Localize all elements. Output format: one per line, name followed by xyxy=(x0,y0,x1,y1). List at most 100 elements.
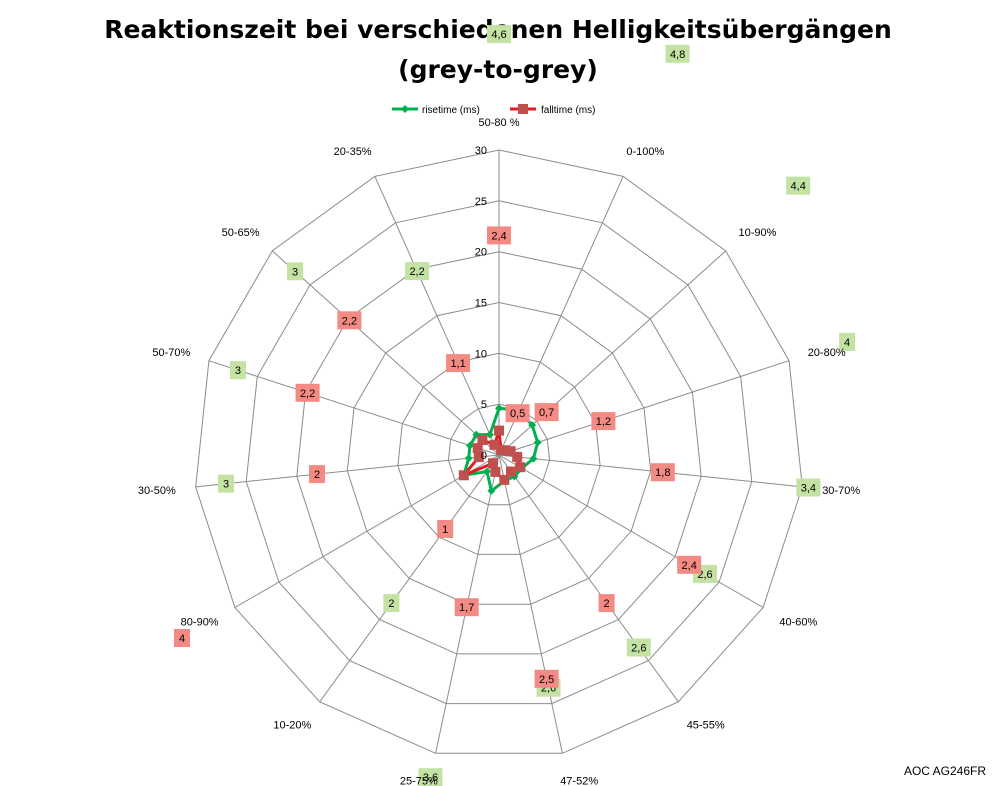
data-label-risetime-1: 4,8 xyxy=(670,49,685,61)
legend-label-falltime: falltime (ms) xyxy=(541,105,595,116)
data-label-bg-risetime-8 xyxy=(418,768,443,786)
marker-risetime-9 xyxy=(483,467,491,476)
category-label-7: 47-52% xyxy=(560,776,598,786)
marker-falltime-14 xyxy=(489,439,500,450)
marker-falltime-8 xyxy=(490,466,501,477)
data-label-risetime-0: 4,6 xyxy=(491,29,506,41)
data-label-bg-risetime-9 xyxy=(383,594,400,613)
data-label-bg-falltime-11 xyxy=(309,465,325,484)
data-label-bg-risetime-3 xyxy=(839,332,856,351)
grid-spoke-11 xyxy=(195,454,500,488)
marker-falltime-5 xyxy=(515,462,526,473)
data-label-falltime-12: 2,2 xyxy=(300,388,315,400)
marker-risetime-14 xyxy=(485,430,494,439)
data-label-risetime-3: 4 xyxy=(844,337,850,349)
data-label-bg-falltime-14 xyxy=(446,354,471,373)
series-layer xyxy=(458,404,542,495)
category-label-4: 30-70% xyxy=(822,485,860,497)
data-label-risetime-12: 3 xyxy=(235,365,241,377)
data-label-bg-falltime-6 xyxy=(598,594,615,613)
data-label-bg-risetime-13 xyxy=(287,262,303,281)
data-label-falltime-0: 2,4 xyxy=(491,230,506,242)
data-labels: 4,64,84,443,42,62,62,63,6243332,22,40,50… xyxy=(174,25,856,786)
grid-ring-4 xyxy=(296,251,702,655)
marker-risetime-12 xyxy=(466,441,474,450)
tick-label-30: 30 xyxy=(475,145,487,157)
data-label-risetime-14: 2,2 xyxy=(409,266,424,278)
data-label-bg-falltime-10 xyxy=(174,629,190,647)
category-label-14: 20-35% xyxy=(334,146,372,158)
data-label-bg-risetime-0 xyxy=(487,25,511,44)
marker-falltime-11 xyxy=(473,452,484,463)
category-label-10: 80-90% xyxy=(181,617,219,629)
data-label-bg-risetime-1 xyxy=(665,44,690,63)
marker-falltime-6 xyxy=(506,466,516,477)
grid-spoke-13 xyxy=(271,250,500,456)
category-label-8: 25-75% xyxy=(400,776,438,786)
data-label-falltime-4: 1,8 xyxy=(655,467,670,479)
data-label-risetime-6: 2,6 xyxy=(631,643,646,655)
grid-ring-2 xyxy=(397,352,601,555)
grid-spoke-14 xyxy=(374,176,500,456)
chart-title-line2: (grey-to-grey) xyxy=(398,55,598,84)
radar-grid xyxy=(195,149,803,754)
tick-label-5: 5 xyxy=(481,399,487,411)
footnote: AOC AG246FR xyxy=(904,764,986,778)
marker-risetime-0 xyxy=(495,404,503,413)
data-label-falltime-11: 2 xyxy=(314,469,320,481)
data-label-falltime-14: 1,1 xyxy=(450,358,465,370)
data-label-falltime-7: 2,5 xyxy=(539,674,554,686)
grid-spoke-5 xyxy=(498,454,764,608)
data-label-bg-falltime-5 xyxy=(677,555,702,574)
data-label-falltime-5: 2,4 xyxy=(682,560,697,572)
grid-ring-6 xyxy=(195,149,803,754)
tick-label-25: 25 xyxy=(475,196,487,208)
data-label-falltime-10: 4 xyxy=(179,633,185,645)
category-label-5: 40-60% xyxy=(779,617,817,629)
marker-risetime-2 xyxy=(528,421,537,430)
category-labels: 50-80 % 0-100% 10-90% 20-80% 30-70% 40-60% 45-… xyxy=(138,117,860,786)
data-label-risetime-4: 3,4 xyxy=(801,483,816,495)
category-label-2: 10-90% xyxy=(739,227,777,239)
data-label-bg-risetime-2 xyxy=(786,176,811,195)
data-label-risetime-8: 3,6 xyxy=(423,772,438,784)
grid-spoke-6 xyxy=(498,454,679,703)
data-label-bg-falltime-0 xyxy=(487,226,511,245)
marker-falltime-12 xyxy=(472,443,483,454)
data-label-bg-falltime-7 xyxy=(534,669,559,688)
category-label-9: 10-20% xyxy=(273,719,311,731)
legend-marker-risetime xyxy=(401,105,409,113)
grid-ring-5 xyxy=(245,200,753,705)
marker-falltime-10 xyxy=(458,470,469,481)
grid-spoke-7 xyxy=(498,454,563,754)
data-label-falltime-2: 0,7 xyxy=(539,407,554,419)
data-label-falltime-6: 2 xyxy=(604,598,610,610)
category-label-13: 50-65% xyxy=(222,227,260,239)
category-label-0: 50-80 % xyxy=(479,117,520,129)
tick-label-10: 10 xyxy=(475,348,487,360)
marker-risetime-4 xyxy=(529,454,538,463)
grid-spoke-9 xyxy=(319,454,500,703)
tick-label-15: 15 xyxy=(475,298,487,310)
data-label-risetime-11: 3 xyxy=(223,479,229,491)
data-label-bg-falltime-12 xyxy=(295,383,320,402)
data-label-bg-falltime-1 xyxy=(505,404,530,423)
grid-ring-1 xyxy=(447,403,551,506)
marker-falltime-9 xyxy=(488,458,498,469)
grid-ring-3 xyxy=(346,301,652,605)
marker-falltime-4 xyxy=(512,451,523,462)
marker-risetime-11 xyxy=(464,454,473,463)
category-label-11: 30-50% xyxy=(138,485,176,497)
data-label-bg-risetime-4 xyxy=(796,478,821,497)
marker-risetime-3 xyxy=(533,438,542,447)
tick-label-0: 0 xyxy=(481,450,487,462)
data-label-bg-risetime-11 xyxy=(218,474,234,493)
series-line-risetime xyxy=(462,406,540,493)
category-label-3: 20-80% xyxy=(808,347,846,359)
marker-falltime-2 xyxy=(499,445,510,456)
grid-spoke-3 xyxy=(498,360,790,456)
marker-falltime-0 xyxy=(494,425,504,436)
data-label-bg-falltime-2 xyxy=(534,403,559,422)
data-label-falltime-8: 1,7 xyxy=(459,602,474,614)
grid-spoke-12 xyxy=(208,360,500,456)
